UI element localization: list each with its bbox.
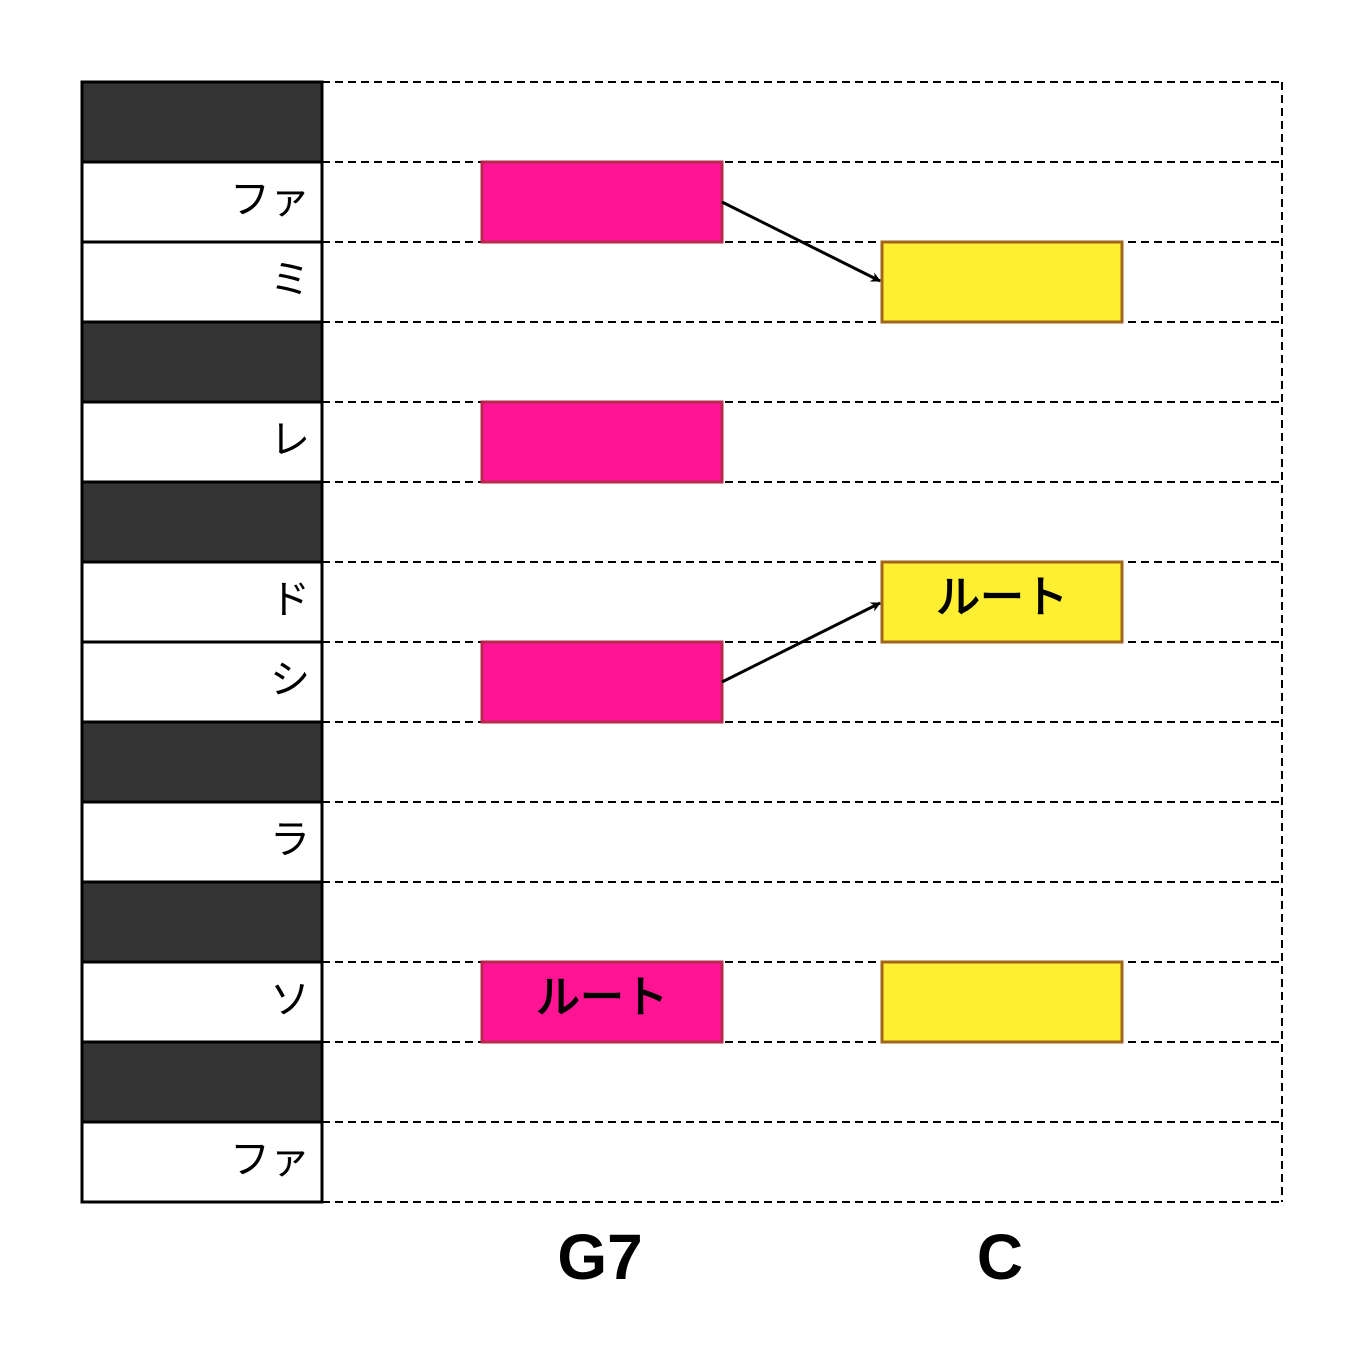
note-g7 — [480, 640, 724, 724]
key-label: ド — [270, 577, 310, 623]
key-label: ラ — [270, 817, 310, 863]
note-c — [880, 960, 1124, 1044]
key-label: ファ — [230, 1137, 310, 1183]
key-label: ソ — [270, 977, 310, 1023]
black-key — [80, 720, 324, 804]
white-key — [80, 240, 324, 324]
black-key — [80, 80, 324, 164]
note-c-root — [880, 560, 1124, 644]
note-g7 — [480, 400, 724, 484]
root-label: ルート — [936, 572, 1068, 623]
note-c — [880, 240, 1124, 324]
arrow — [721, 601, 881, 684]
root-label: ルート — [536, 972, 668, 1023]
black-key — [80, 480, 324, 564]
white-key — [80, 800, 324, 884]
white-key — [80, 1120, 324, 1204]
arrow — [721, 200, 881, 283]
key-label: ミ — [270, 257, 310, 303]
key-label: シ — [270, 657, 310, 703]
chord-name: G7 — [557, 1221, 642, 1293]
chord-name: C — [977, 1221, 1023, 1293]
white-key — [80, 160, 324, 244]
note-g7-root — [480, 960, 724, 1044]
black-key — [80, 880, 324, 964]
white-key — [80, 640, 324, 724]
note-g7 — [480, 160, 724, 244]
black-key — [80, 320, 324, 404]
white-key — [80, 960, 324, 1044]
key-label: レ — [270, 417, 310, 463]
black-key — [80, 1040, 324, 1124]
key-label: ファ — [230, 177, 310, 223]
white-key — [80, 560, 324, 644]
